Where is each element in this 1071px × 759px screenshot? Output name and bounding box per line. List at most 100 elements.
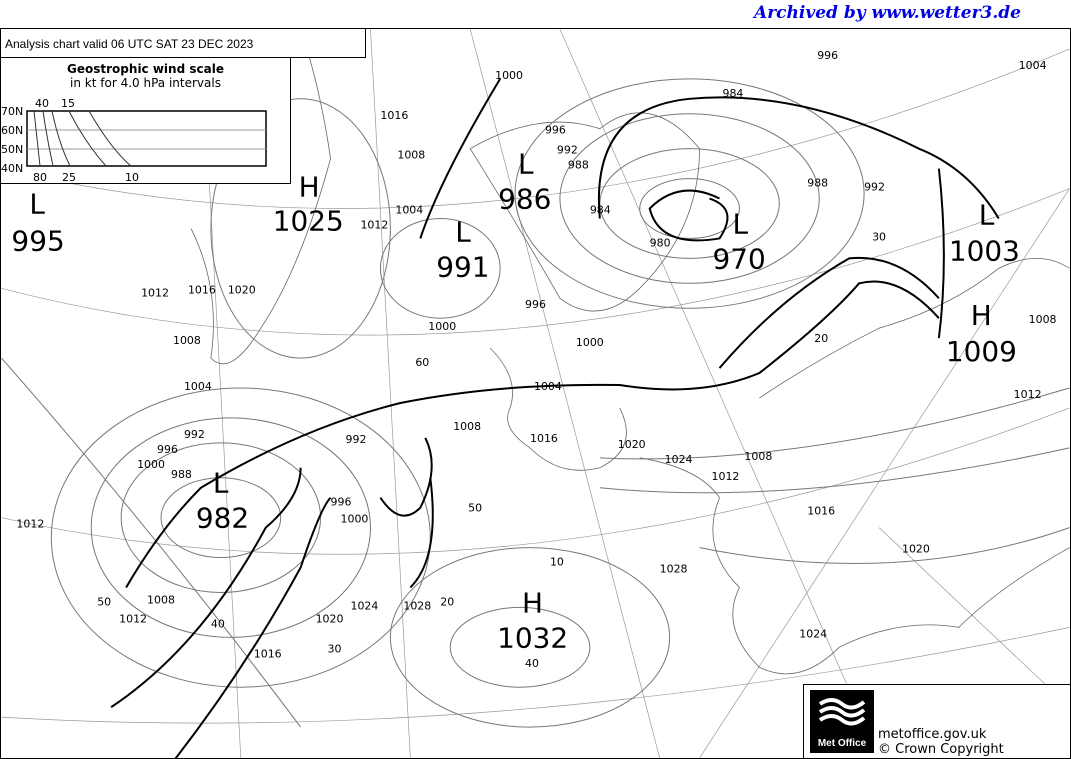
map-label: 992 [184, 428, 205, 441]
map-label: 991 [436, 250, 489, 283]
map-label: 984 [722, 87, 743, 100]
map-label: 1004 [395, 203, 423, 216]
map-label: 1016 [530, 432, 558, 445]
fronts [110, 78, 1000, 758]
map-label: 40 [35, 97, 49, 110]
map-label: 15 [61, 97, 75, 110]
map-label: L [979, 198, 995, 231]
coastlines [190, 29, 1070, 675]
map-label: 70N [1, 105, 23, 118]
map-label: 30 [872, 230, 886, 243]
map-label: 1028 [403, 599, 431, 612]
map-label: 1020 [228, 283, 256, 296]
map-label: 996 [157, 443, 178, 456]
map-label: L [455, 215, 471, 248]
site-link[interactable]: metoffice.gov.uk [878, 727, 987, 742]
map-label: 982 [196, 502, 249, 535]
copyright: © Crown Copyright [878, 742, 1004, 757]
map-label: 986 [498, 183, 551, 216]
map-label: 992 [346, 433, 367, 446]
map-label: Met Office [817, 738, 867, 749]
map-label: 20 [814, 332, 828, 345]
map-label: 1024 [665, 453, 693, 466]
map-label: 1016 [807, 505, 835, 518]
map-label: 1024 [351, 599, 379, 612]
map-label: 60 [415, 356, 429, 369]
map-label: 996 [545, 124, 566, 137]
map-label: 40 [525, 657, 539, 670]
map-label: 1000 [495, 69, 523, 82]
map-label: 1000 [428, 320, 456, 333]
map-label: 996 [525, 298, 546, 311]
map-label: 1012 [712, 470, 740, 483]
map-label: L [29, 187, 45, 220]
map-label: 40N [1, 162, 23, 175]
geostrophic-wind-scale: Geostrophic wind scale in kt for 4.0 hPa… [0, 57, 291, 184]
met-office-footer: Met Office metoffice.gov.uk © Crown Copy… [803, 684, 1071, 759]
map-label: 992 [864, 181, 885, 194]
map-label: 50N [1, 143, 23, 156]
chart-title: Analysis chart valid 06 UTC SAT 23 DEC 2… [0, 28, 366, 58]
map-label: 1004 [1019, 59, 1047, 72]
map-label: 1012 [119, 612, 147, 625]
map-label: 1000 [137, 458, 165, 471]
map-label: 988 [807, 177, 828, 190]
map-label: 996 [331, 496, 352, 509]
map-label: 996 [817, 49, 838, 62]
map-label: 1008 [744, 450, 772, 463]
map-label: 80 [33, 171, 47, 184]
map-label: 1028 [660, 563, 688, 576]
map-label: 995 [11, 224, 64, 257]
met-office-logo: Met Office [810, 690, 874, 753]
map-label: 1020 [316, 612, 344, 625]
map-label: 20 [440, 595, 454, 608]
wind-labels: 60 50 40 30 20 10 50 40 30 20 [97, 230, 886, 670]
map-label: 1008 [397, 149, 425, 162]
map-label: 50 [468, 502, 482, 515]
map-label: 1020 [618, 438, 646, 451]
map-label: 1016 [188, 283, 216, 296]
wind-scale-title: Geostrophic wind scale [67, 62, 224, 76]
map-label: 1012 [1014, 388, 1042, 401]
isobars [1, 78, 1070, 728]
map-label: 980 [650, 236, 671, 249]
map-label: 1012 [141, 286, 169, 299]
map-label: 1000 [576, 336, 604, 349]
map-label: 60N [1, 124, 23, 137]
map-label: H [971, 299, 992, 332]
map-label: 40 [211, 617, 225, 630]
map-label: 1004 [534, 380, 562, 393]
map-label: 988 [171, 468, 192, 481]
map-label: 25 [62, 171, 76, 184]
isobar-labels: 996 1004 984 1000 1016 1012 1008 1004 996 992… [16, 49, 1056, 660]
map-label: 1003 [949, 234, 1020, 267]
map-label: 1012 [360, 218, 388, 231]
map-label: 1020 [902, 543, 930, 556]
map-label: 1024 [799, 627, 827, 640]
map-label: 984 [590, 203, 611, 216]
map-label: 1016 [254, 647, 282, 660]
map-label: 988 [568, 159, 589, 172]
map-label: L [213, 467, 229, 500]
map-label: H [299, 171, 320, 204]
wind-scale-subtitle: in kt for 4.0 hPa intervals [70, 76, 221, 90]
map-label: L [518, 148, 534, 181]
waves-icon [818, 698, 866, 726]
map-label: 1008 [147, 593, 175, 606]
pressure-system-low: L 995 [11, 187, 64, 257]
map-label: 1009 [946, 335, 1017, 368]
archive-credit: Archived by www.wetter3.de [754, 3, 1021, 23]
map-label: L [732, 207, 748, 240]
map-label: 1004 [184, 380, 212, 393]
map-label: 30 [328, 642, 342, 655]
